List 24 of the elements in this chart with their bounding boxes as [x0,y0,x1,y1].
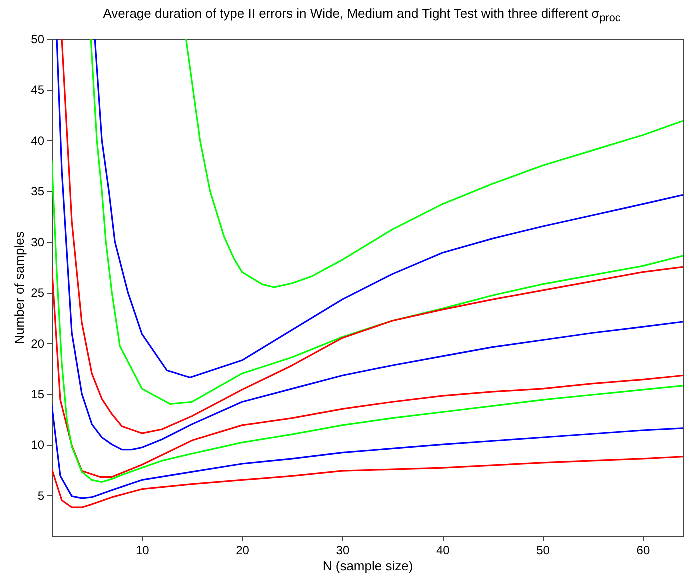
line-series [185,39,683,288]
y-tick-label: 10 [31,438,45,452]
y-tick-label: 35 [31,184,45,199]
x-tick-label: 60 [636,544,650,558]
x-tick-label: 40 [436,544,450,558]
y-tick-label: 30 [31,235,45,250]
line-series [52,404,683,500]
y-tick-label: 20 [31,336,45,351]
x-tick-label: 50 [536,544,550,558]
x-tick-label: 20 [236,544,250,558]
y-tick-label: 45 [31,83,45,98]
y-axis-title: Number of samples [12,231,28,344]
y-tick-label: 15 [31,388,45,402]
x-axis-title: N (sample size) [322,558,414,574]
x-tick-label: 10 [136,544,150,558]
line-series [52,456,683,508]
x-tick-label: 30 [336,544,350,558]
chart-title: Average duration of type II errors in Wide, Medium and Tight Test with three different σ$_{proc}$ [102,5,622,27]
y-tick-label: 50 [31,32,45,46]
y-tick-label: 25 [31,286,45,300]
line-series [52,266,683,478]
line-series [52,160,683,484]
y-tick-label: 40 [31,134,45,148]
y-tick-label: 5 [38,488,45,503]
